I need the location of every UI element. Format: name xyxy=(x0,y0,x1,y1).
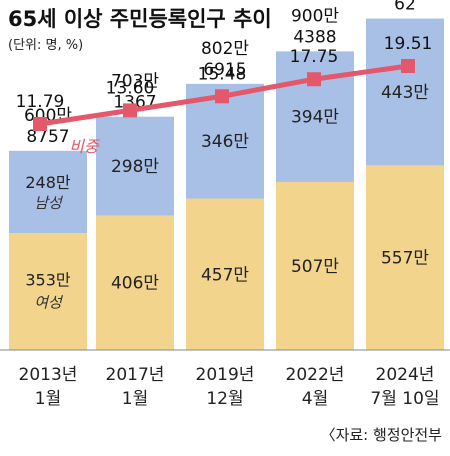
bar-female xyxy=(366,165,444,350)
bar-female-label: 507만 xyxy=(291,257,339,277)
bar-female xyxy=(9,233,87,350)
x-tick-label: 4월 xyxy=(302,389,328,409)
bar-male-label: 298만 xyxy=(111,157,159,177)
x-tick-label: 2017년 xyxy=(106,365,165,385)
share-value-label: 11.79 xyxy=(16,92,65,112)
x-tick-label: 1월 xyxy=(35,389,61,409)
share-point xyxy=(215,89,229,104)
bar-male-label: 346만 xyxy=(201,132,249,152)
bar-male-label: 443만 xyxy=(381,83,429,103)
bar-total-label: 8757 xyxy=(26,127,69,147)
bar-total-label: 4388 xyxy=(293,27,336,47)
series-name-male: 남성 xyxy=(34,194,64,212)
bar-total-label: 900만 xyxy=(291,6,339,26)
share-value-label: 15.48 xyxy=(198,64,247,84)
source-note: 〈자료: 행정안전부 xyxy=(321,426,443,444)
unit-note: (단위: 명, %) xyxy=(8,38,83,53)
bar-female-label: 457만 xyxy=(201,265,249,285)
share-value-label: 19.51 xyxy=(384,34,433,54)
share-point xyxy=(307,72,321,87)
x-tick-label: 2022년 xyxy=(286,365,345,385)
bar-female xyxy=(186,198,264,350)
series-name-female: 여성 xyxy=(34,294,64,312)
bar-total-label: 62 xyxy=(394,0,416,15)
x-tick-label: 12월 xyxy=(206,389,243,409)
share-point xyxy=(401,59,415,73)
bar-male-label: 248만 xyxy=(25,173,71,192)
bar-female-label: 406만 xyxy=(111,274,159,294)
x-tick-label: 2019년 xyxy=(196,365,255,385)
share-point xyxy=(123,103,137,118)
bar-male xyxy=(9,150,87,233)
bar-female xyxy=(276,181,354,350)
x-tick-label: 7월 10일 xyxy=(370,389,439,409)
share-value-label: 13.60 xyxy=(106,78,155,98)
bar-female-label: 353만 xyxy=(25,271,71,290)
bar-male xyxy=(96,116,174,216)
x-tick-label: 2024년 xyxy=(376,365,435,385)
share-point xyxy=(33,117,47,131)
chart-title: 65세 이상 주민등록인구 추이 xyxy=(8,7,272,31)
share-value-label: 17.75 xyxy=(290,47,339,67)
bar-total-label: 802만 xyxy=(201,39,249,59)
bar-male-label: 394만 xyxy=(291,108,339,128)
bar-total-label: 6915 xyxy=(203,60,246,80)
bar-female xyxy=(96,215,174,350)
bar-total-label: 703만 xyxy=(111,72,159,92)
x-tick-label: 2013년 xyxy=(19,365,78,385)
bar-female-label: 557만 xyxy=(381,249,429,269)
share-series-label: 비중 xyxy=(69,137,100,156)
x-tick-label: 1월 xyxy=(122,389,148,409)
bar-male xyxy=(366,18,444,166)
